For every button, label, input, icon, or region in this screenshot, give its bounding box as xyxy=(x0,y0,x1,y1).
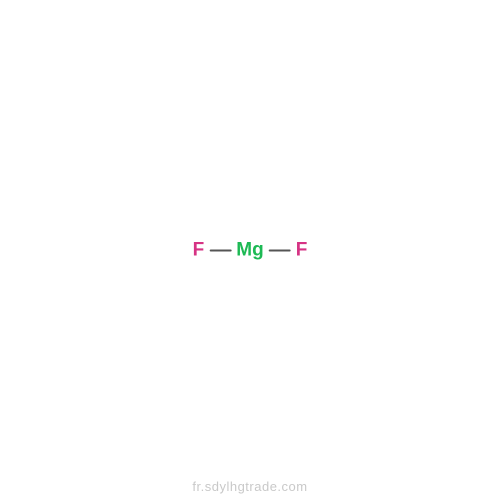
bond-right xyxy=(269,249,291,251)
atom-fluorine-right: F xyxy=(296,241,308,260)
bond-left xyxy=(209,249,231,251)
atom-magnesium-center: Mg xyxy=(236,241,263,260)
chemical-formula: F Mg F xyxy=(193,241,308,260)
canvas: F Mg F fr.sdylhgtrade.com xyxy=(0,0,500,500)
atom-fluorine-left: F xyxy=(193,241,205,260)
watermark-text: fr.sdylhgtrade.com xyxy=(192,479,307,494)
